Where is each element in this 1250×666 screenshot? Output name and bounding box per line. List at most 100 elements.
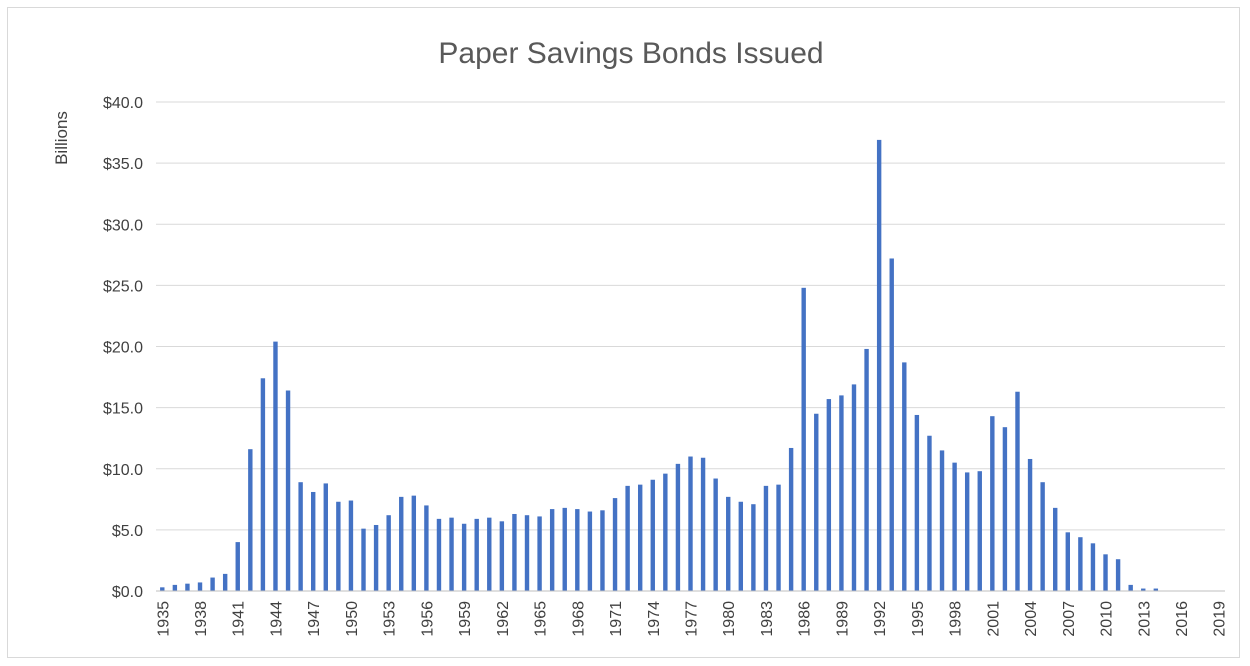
bar-1962 bbox=[499, 521, 505, 591]
bar-1938 bbox=[197, 582, 203, 591]
bar-chart: Paper Savings Bonds Issued Billions $0.0… bbox=[52, 37, 1229, 637]
bar-1951 bbox=[361, 528, 366, 591]
bar-2012 bbox=[1128, 584, 1133, 591]
bar-1961 bbox=[487, 517, 492, 591]
bar-2003 bbox=[1015, 391, 1020, 591]
bar-1980 bbox=[726, 496, 731, 591]
chart-frame: Paper Savings Bonds Issued Billions $0.0… bbox=[7, 7, 1240, 658]
bar-1990 bbox=[851, 384, 857, 591]
bar-2000 bbox=[977, 471, 982, 591]
bar-1994 bbox=[902, 362, 907, 591]
x-tick-label: 1947 bbox=[306, 601, 323, 637]
y-tick-label: $40.0 bbox=[103, 95, 143, 112]
bar-2011 bbox=[1115, 559, 1121, 591]
x-tick-label: 1938 bbox=[193, 601, 210, 637]
bar-1981 bbox=[738, 501, 744, 591]
bar-1982 bbox=[751, 504, 756, 591]
x-tick-label: 1968 bbox=[570, 601, 587, 637]
bar-1959 bbox=[461, 523, 467, 591]
bar-1954 bbox=[399, 496, 404, 591]
bar-1941 bbox=[235, 542, 240, 591]
x-tick-label: 1971 bbox=[608, 601, 625, 637]
x-tick-label: 1959 bbox=[457, 601, 474, 637]
bars bbox=[160, 139, 1159, 591]
bar-2013 bbox=[1141, 588, 1146, 591]
y-tick-label: $5.0 bbox=[112, 523, 143, 540]
bar-1971 bbox=[612, 498, 618, 591]
x-tick-label: 1986 bbox=[797, 601, 814, 637]
bar-1965 bbox=[537, 516, 542, 591]
bar-1972 bbox=[625, 485, 630, 591]
x-tick-label: 1998 bbox=[948, 601, 965, 637]
bar-1997 bbox=[939, 450, 945, 591]
bar-2002 bbox=[1002, 427, 1008, 591]
x-tick-label: 1941 bbox=[231, 601, 248, 637]
bar-1955 bbox=[411, 495, 417, 591]
x-tick-label: 2010 bbox=[1099, 601, 1116, 637]
bar-1969 bbox=[587, 511, 593, 591]
x-tick-label: 1950 bbox=[344, 601, 361, 637]
y-tick-label: $15.0 bbox=[103, 401, 143, 418]
bar-2001 bbox=[990, 416, 995, 591]
bar-1963 bbox=[512, 513, 517, 591]
bar-1966 bbox=[549, 509, 555, 591]
bar-1988 bbox=[826, 399, 832, 591]
bar-1977 bbox=[688, 456, 693, 591]
bar-1946 bbox=[298, 482, 303, 591]
x-tick-label: 2004 bbox=[1023, 601, 1040, 637]
bar-1944 bbox=[273, 341, 278, 591]
bar-1947 bbox=[311, 491, 316, 591]
bar-1942 bbox=[248, 449, 253, 591]
bar-1975 bbox=[663, 473, 668, 591]
bar-1992 bbox=[876, 139, 882, 591]
bar-1958 bbox=[449, 517, 454, 591]
bar-2008 bbox=[1078, 537, 1083, 591]
bar-1968 bbox=[575, 509, 580, 591]
bar-1948 bbox=[323, 483, 328, 591]
bar-1940 bbox=[222, 573, 228, 591]
bar-1957 bbox=[436, 518, 442, 591]
bar-1960 bbox=[474, 518, 479, 591]
bar-1936 bbox=[172, 584, 178, 591]
bar-1983 bbox=[763, 485, 769, 591]
x-tick-label: 1962 bbox=[495, 601, 512, 637]
bar-2014 bbox=[1153, 588, 1159, 591]
bar-1952 bbox=[373, 524, 379, 591]
bar-1964 bbox=[524, 515, 530, 591]
bar-1937 bbox=[185, 583, 190, 591]
x-tick-label: 1953 bbox=[382, 601, 399, 637]
chart-title: Paper Savings Bonds Issued bbox=[438, 37, 823, 70]
bar-1939 bbox=[210, 577, 215, 591]
gridlines bbox=[156, 101, 1225, 531]
bar-1970 bbox=[600, 510, 605, 591]
x-tick-label: 1995 bbox=[910, 601, 927, 637]
bar-2005 bbox=[1040, 482, 1045, 591]
bar-1985 bbox=[788, 447, 794, 591]
x-tick-label: 1989 bbox=[834, 601, 851, 637]
x-tick-labels: 1935 1938 1941 1944 1947 1950 1953 1956 1959 1962… bbox=[155, 601, 1228, 637]
bar-1935 bbox=[160, 587, 165, 591]
bar-1949 bbox=[336, 501, 341, 591]
y-tick-label: $30.0 bbox=[103, 217, 143, 234]
x-tick-label: 1992 bbox=[872, 601, 889, 637]
x-tick-label: 1965 bbox=[533, 601, 550, 637]
x-tick-label: 1974 bbox=[646, 601, 663, 637]
bar-1974 bbox=[650, 479, 655, 591]
bar-2004 bbox=[1027, 458, 1033, 591]
x-tick-label: 2019 bbox=[1212, 601, 1229, 637]
bar-1976 bbox=[675, 463, 681, 591]
x-tick-label: 1980 bbox=[721, 601, 738, 637]
bar-1978 bbox=[700, 457, 706, 591]
y-tick-label: $0.0 bbox=[112, 584, 143, 601]
bar-1996 bbox=[927, 435, 932, 591]
y-axis-label: Billions bbox=[52, 111, 71, 165]
bar-1956 bbox=[424, 505, 429, 591]
bar-1979 bbox=[713, 478, 718, 591]
bar-1995 bbox=[914, 414, 920, 591]
bar-2007 bbox=[1065, 532, 1070, 591]
x-tick-label: 1944 bbox=[268, 601, 285, 637]
y-tick-label: $35.0 bbox=[103, 156, 143, 173]
bar-1945 bbox=[285, 390, 291, 591]
bar-1991 bbox=[864, 348, 869, 591]
bar-1999 bbox=[964, 472, 970, 591]
